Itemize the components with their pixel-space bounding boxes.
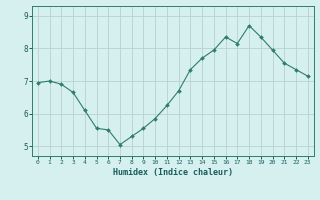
X-axis label: Humidex (Indice chaleur): Humidex (Indice chaleur) (113, 168, 233, 177)
